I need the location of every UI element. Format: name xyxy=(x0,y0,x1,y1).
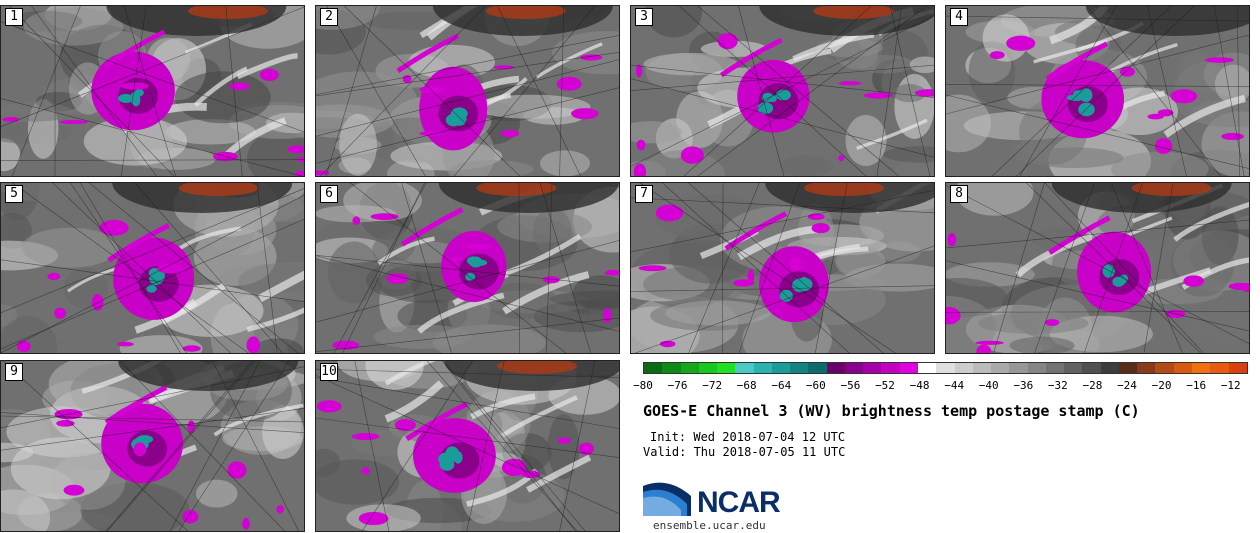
colorbar-tick-label: −64 xyxy=(771,379,792,392)
postage-stamp-panel-5: 5 xyxy=(0,182,305,354)
panel-number: 8 xyxy=(950,185,968,203)
postage-stamp-panel-7: 7 xyxy=(630,182,935,354)
colorbar-swatch xyxy=(826,363,845,373)
colorbar-swatch xyxy=(1137,363,1156,373)
init-time: Init: Wed 2018-07-04 12 UTC xyxy=(650,430,846,444)
colorbar-swatch xyxy=(698,363,718,373)
colorbar-tick-label: −28 xyxy=(1082,379,1103,392)
figure-title: GOES-E Channel 3 (WV) brightness temp po… xyxy=(643,402,1140,420)
postage-stamp-panel-4: 4 xyxy=(945,5,1250,177)
valid-time: Valid: Thu 2018-07-05 11 UTC xyxy=(643,445,846,459)
colorbar-swatch xyxy=(1027,363,1046,373)
colorbar-swatch xyxy=(972,363,992,373)
postage-stamp-panel-1: 1 xyxy=(0,5,305,177)
colorbar-tick-label: −44 xyxy=(944,379,965,392)
colorbar-swatch xyxy=(991,363,1010,373)
colorbar-tick-label: −56 xyxy=(840,379,861,392)
colorbar-swatch xyxy=(680,363,699,373)
colorbar-swatch xyxy=(1191,363,1211,373)
colorbar-swatch xyxy=(881,363,900,373)
colorbar-swatch xyxy=(717,363,736,373)
colorbar-tick-label: −68 xyxy=(736,379,757,392)
colorbar-swatch xyxy=(917,363,937,373)
satellite-imagery xyxy=(946,6,1249,176)
satellite-imagery xyxy=(1,183,304,353)
colorbar-tick-label: −72 xyxy=(702,379,723,392)
colorbar-swatch xyxy=(1009,363,1028,373)
colorbar-tick-label: −80 xyxy=(633,379,653,392)
colorbar-tick-label: −32 xyxy=(1047,379,1068,392)
colorbar xyxy=(643,362,1248,374)
satellite-imagery xyxy=(316,6,619,176)
colorbar-swatch xyxy=(1064,363,1083,373)
ncar-logo-icon xyxy=(643,482,691,516)
colorbar-swatch xyxy=(808,363,827,373)
colorbar-swatch xyxy=(1045,363,1065,373)
panel-number: 2 xyxy=(320,8,338,26)
satellite-imagery xyxy=(316,361,619,531)
satellite-imagery xyxy=(1,6,304,176)
colorbar-swatch xyxy=(1118,363,1138,373)
satellite-imagery xyxy=(631,183,934,353)
colorbar-tick-label: −40 xyxy=(978,379,999,392)
colorbar-tick-label: −24 xyxy=(1117,379,1137,392)
colorbar-swatch xyxy=(644,363,663,373)
postage-stamp-panel-10: 10 xyxy=(315,360,620,532)
colorbar-tick-label: −48 xyxy=(909,379,930,392)
colorbar-swatch xyxy=(1173,363,1192,373)
colorbar-swatch xyxy=(790,363,809,373)
colorbar-swatch xyxy=(1155,363,1174,373)
ncar-logo-text: NCAR xyxy=(697,486,781,519)
postage-stamp-panel-9: 9 xyxy=(0,360,305,532)
postage-stamp-panel-2: 2 xyxy=(315,5,620,177)
satellite-imagery xyxy=(946,183,1249,353)
panel-number: 7 xyxy=(635,185,653,203)
colorbar-tick-label: −20 xyxy=(1151,379,1172,392)
postage-stamp-panel-6: 6 xyxy=(315,182,620,354)
panel-number: 1 xyxy=(5,8,23,26)
panel-number: 6 xyxy=(320,185,338,203)
panel-number: 10 xyxy=(320,363,338,381)
colorbar-swatch xyxy=(662,363,681,373)
colorbar-swatch xyxy=(1228,363,1247,373)
panel-number: 3 xyxy=(635,8,653,26)
satellite-imagery xyxy=(316,183,619,353)
colorbar-swatch xyxy=(863,363,882,373)
colorbar-tick-label: −36 xyxy=(1013,379,1034,392)
panel-number: 4 xyxy=(950,8,968,26)
panel-number: 9 xyxy=(5,363,23,381)
colorbar-ticks: −80 −76 −72 −68 −64 −60 −56 −52 −48 −44 −40 −36 −32 −… xyxy=(633,379,1248,393)
colorbar-tick-label: −52 xyxy=(875,379,895,392)
panel-number: 5 xyxy=(5,185,23,203)
colorbar-swatch xyxy=(936,363,955,373)
colorbar-swatch xyxy=(1210,363,1229,373)
colorbar-tick-label: −76 xyxy=(667,379,688,392)
colorbar-swatch xyxy=(899,363,918,373)
colorbar-swatch xyxy=(844,363,864,373)
postage-stamp-panel-8: 8 xyxy=(945,182,1250,354)
postage-stamp-panel-3: 3 xyxy=(630,5,935,177)
site-url: ensemble.ucar.edu xyxy=(653,519,766,532)
colorbar-tick-label: −16 xyxy=(1186,379,1207,392)
colorbar-swatch xyxy=(1100,363,1119,373)
colorbar-tick-label: −60 xyxy=(805,379,826,392)
satellite-imagery xyxy=(631,6,934,176)
colorbar-tick-label: −12 xyxy=(1220,379,1241,392)
colorbar-swatch xyxy=(954,363,973,373)
colorbar-swatch xyxy=(771,363,791,373)
colorbar-swatch xyxy=(735,363,754,373)
colorbar-swatch xyxy=(1082,363,1101,373)
colorbar-swatch xyxy=(753,363,772,373)
satellite-imagery xyxy=(1,361,304,531)
